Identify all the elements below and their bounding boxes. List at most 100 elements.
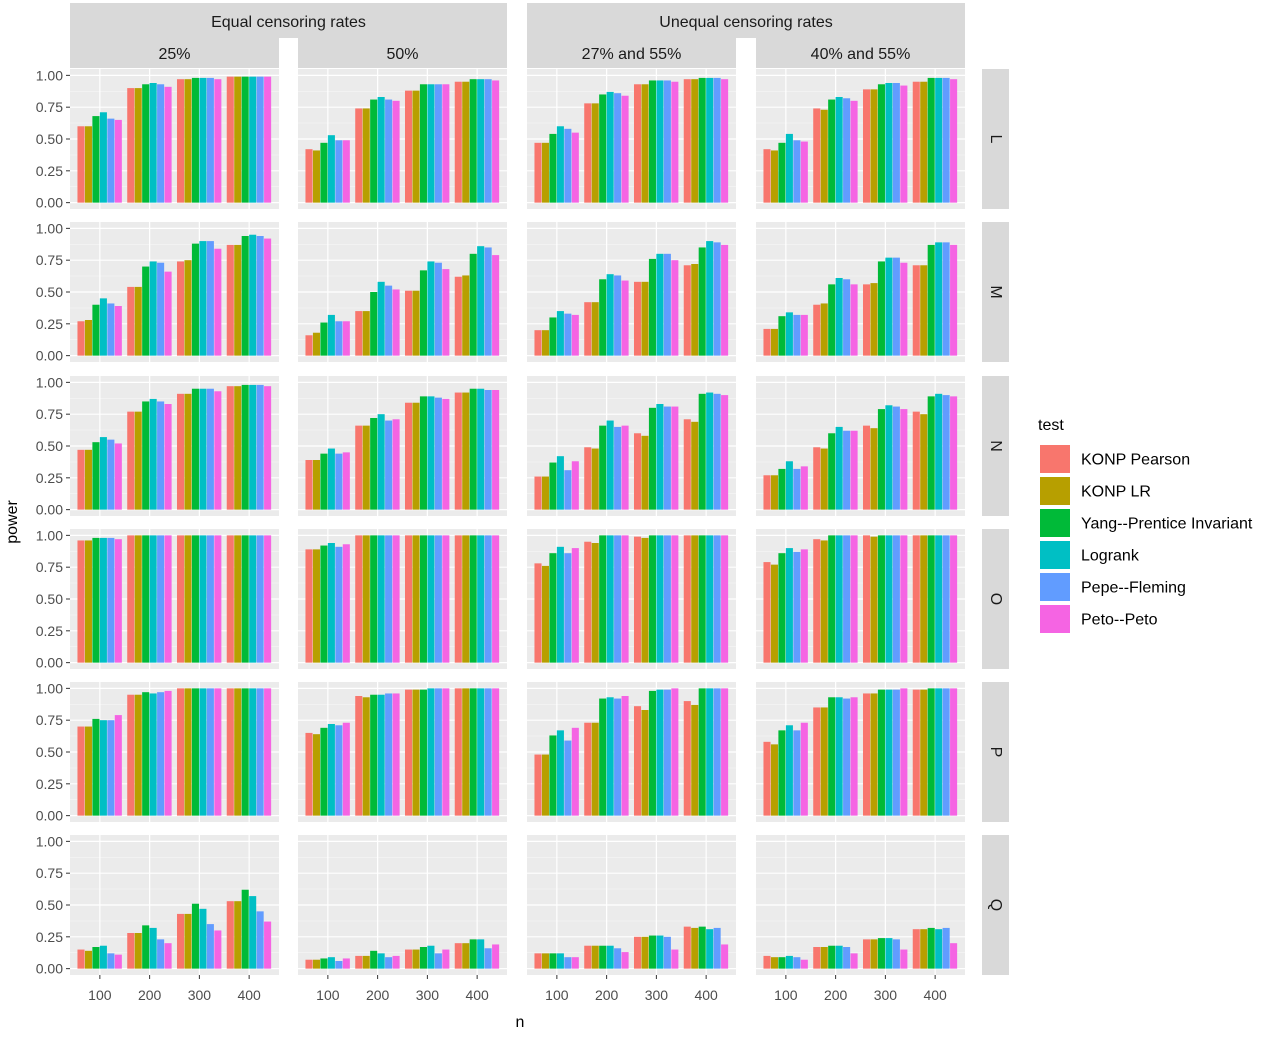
bar-logrank [149,927,157,969]
bar-pepe-fleming [942,535,950,663]
bar-konp-pearson [862,89,871,203]
bar-konp-pearson [633,84,642,203]
bar-yang-prentice-invariant [191,535,199,663]
y-tick-label: 1.00 [36,220,63,236]
bar-pepe-fleming [434,953,442,969]
bar-logrank [477,688,485,816]
legend-key [1040,605,1070,633]
group-strip-label: Equal censoring rates [211,14,366,31]
bar-yang-prentice-invariant [828,99,836,203]
bar-yang-prentice-invariant [698,77,706,203]
bar-peto-peto [800,549,808,663]
bar-konp-lr [312,959,320,969]
bar-yang-prentice-invariant [142,84,150,203]
bar-konp-pearson [127,694,135,816]
column-strip-label: 25% [158,46,190,63]
bar-konp-lr [462,275,470,356]
bar-yang-prentice-invariant [92,718,100,816]
bar-konp-pearson [77,726,85,816]
panel-M-3 [756,222,965,362]
bar-peto-peto [671,535,679,663]
bar-konp-pearson [226,386,234,510]
bar-konp-lr [820,448,828,510]
bar-konp-pearson [813,947,821,969]
bar-yang-prentice-invariant [927,535,935,663]
bar-konp-pearson [176,535,185,663]
row-strip-label: Q [987,899,1004,911]
bar-konp-lr [870,283,878,356]
bar-pepe-fleming [107,439,115,510]
bar-pepe-fleming [843,535,851,663]
bar-konp-lr [820,109,828,203]
bar-peto-peto [950,396,958,510]
bar-peto-peto [492,944,500,969]
panel-P-3 [756,682,965,822]
bar-konp-pearson [912,929,920,969]
bar-yang-prentice-invariant [370,418,378,510]
bar-pepe-fleming [335,321,343,356]
panel-Q-3 [756,835,965,975]
bar-logrank [656,535,664,663]
bar-peto-peto [392,535,400,663]
bar-konp-pearson [633,536,642,663]
y-tick-label: 0.50 [36,438,63,454]
bar-peto-peto [850,953,858,969]
panel-L-3 [756,69,965,209]
bar-pepe-fleming [484,688,492,816]
bar-pepe-fleming [942,927,950,969]
panel-Q-0 [70,835,279,975]
bar-peto-peto [671,949,679,969]
bar-logrank [606,91,614,203]
bar-peto-peto [900,85,908,203]
bar-konp-pearson [763,149,771,203]
bar-konp-pearson [176,913,185,969]
bar-pepe-fleming [157,401,165,510]
bar-konp-pearson [127,88,135,203]
bar-yang-prentice-invariant [927,396,935,510]
bar-logrank [835,535,843,663]
bar-konp-pearson [534,953,542,969]
bar-konp-lr [541,565,549,663]
column-strip [298,38,507,68]
bar-yang-prentice-invariant [92,116,100,203]
bar-pepe-fleming [564,553,572,663]
y-tick-label: 0.25 [36,316,63,332]
bar-peto-peto [571,957,579,969]
row-strip-label: P [987,747,1004,758]
panel-Q-1 [298,835,507,975]
bar-konp-lr [412,402,420,510]
x-tick-label: 100 [88,987,112,1003]
bar-pepe-fleming [713,242,721,356]
bar-logrank [706,77,714,203]
bar-yang-prentice-invariant [92,304,100,356]
bar-peto-peto [442,688,450,816]
x-tick-label: 200 [824,987,848,1003]
bar-konp-pearson [127,411,135,510]
bar-yang-prentice-invariant [549,953,557,969]
panel-O-2 [527,529,736,669]
bar-konp-lr [820,947,828,969]
bar-logrank [149,535,157,663]
bar-yang-prentice-invariant [320,453,328,510]
bar-logrank [606,274,614,356]
bar-yang-prentice-invariant [877,261,885,356]
row-strip [982,222,1009,362]
bar-konp-pearson [176,261,185,356]
bar-logrank [885,689,893,816]
bar-logrank [199,77,207,203]
x-axes: 100 200 300 400 100 200 300 400 100 200 300 400 100 2… [88,975,947,1003]
bar-konp-pearson [355,425,363,510]
bar-yang-prentice-invariant [370,694,378,816]
bar-konp-lr [184,79,192,203]
bar-pepe-fleming [206,388,214,510]
bar-peto-peto [621,95,629,203]
bar-yang-prentice-invariant [599,698,607,816]
bar-pepe-fleming [564,313,572,356]
bar-konp-pearson [862,535,871,663]
bar-konp-lr [691,79,699,203]
bar-logrank [835,697,843,816]
bar-peto-peto [800,466,808,510]
bar-konp-lr [641,435,649,510]
bar-logrank [199,908,207,969]
bar-peto-peto [114,539,122,663]
